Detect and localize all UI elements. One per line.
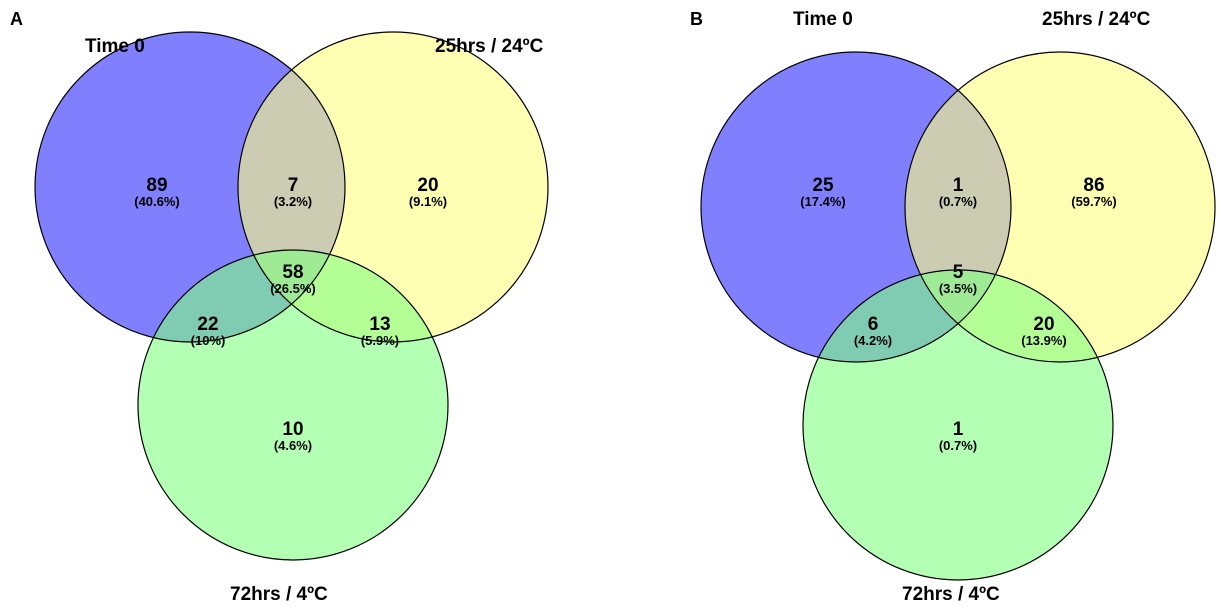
pct-25hrs-72hrs-b: (13.9%) — [1021, 333, 1067, 348]
pct-72hrs-only-a: (4.6%) — [274, 438, 312, 453]
count-all-three-b: 5 — [953, 262, 964, 283]
pct-time0-25hrs-b: (0.7%) — [939, 194, 977, 209]
pct-25hrs-only-a: (9.1%) — [409, 194, 447, 209]
set-label-25hrs-b: 25hrs / 24ºC — [1042, 9, 1151, 30]
pct-time0-25hrs-a: (3.2%) — [274, 194, 312, 209]
count-time0-only-b: 25 — [812, 175, 834, 196]
pct-25hrs-72hrs-a: (5.9%) — [361, 333, 399, 348]
circle-72hrs-b — [803, 270, 1113, 580]
panel-label-a: A — [10, 9, 23, 29]
pct-time0-only-b: (17.4%) — [800, 194, 846, 209]
panel-a: A Time 0 25hrs / 24ºC 72hrs / 4ºC 89 (40… — [10, 9, 549, 605]
count-time0-only-a: 89 — [146, 175, 167, 196]
count-time0-72hrs-b: 6 — [868, 314, 879, 335]
count-time0-25hrs-b: 1 — [953, 175, 964, 196]
outline-72hrs-a — [137, 249, 449, 561]
count-time0-72hrs-a: 22 — [197, 314, 218, 335]
set-label-72hrs-a: 72hrs / 4ºC — [230, 584, 328, 605]
outline-72hrs-b — [802, 269, 1114, 581]
count-25hrs-72hrs-a: 13 — [369, 314, 390, 335]
pct-all-three-a: (26.5%) — [270, 281, 316, 296]
count-25hrs-72hrs-b: 20 — [1033, 314, 1054, 335]
pct-time0-only-a: (40.6%) — [134, 194, 180, 209]
set-label-72hrs-b: 72hrs / 4ºC — [902, 584, 1000, 605]
count-time0-25hrs-a: 7 — [288, 175, 299, 196]
pct-time0-72hrs-a: (10%) — [191, 333, 226, 348]
pct-time0-72hrs-b: (4.2%) — [854, 333, 892, 348]
set-label-time0-a: Time 0 — [85, 36, 145, 57]
pct-25hrs-only-b: (59.7%) — [1071, 194, 1117, 209]
set-label-time0-b: Time 0 — [793, 9, 853, 30]
count-72hrs-only-b: 1 — [953, 419, 964, 440]
outline-time0-b — [700, 51, 1012, 363]
outline-25hrs-b — [904, 51, 1216, 363]
count-all-three-a: 58 — [282, 262, 303, 283]
count-25hrs-only-a: 20 — [417, 175, 438, 196]
count-72hrs-only-a: 10 — [282, 419, 303, 440]
outline-25hrs-a — [237, 31, 549, 343]
pct-all-three-b: (3.5%) — [939, 281, 977, 296]
panel-b: B Time 0 25hrs / 24ºC 72hrs / 4ºC 25 (17… — [690, 9, 1216, 605]
count-25hrs-only-b: 86 — [1083, 175, 1104, 196]
pct-72hrs-only-b: (0.7%) — [939, 438, 977, 453]
panel-label-b: B — [690, 9, 703, 29]
set-label-25hrs-a: 25hrs / 24ºC — [435, 36, 544, 57]
outline-time0-a — [34, 31, 346, 343]
circle-72hrs-a — [138, 250, 448, 560]
